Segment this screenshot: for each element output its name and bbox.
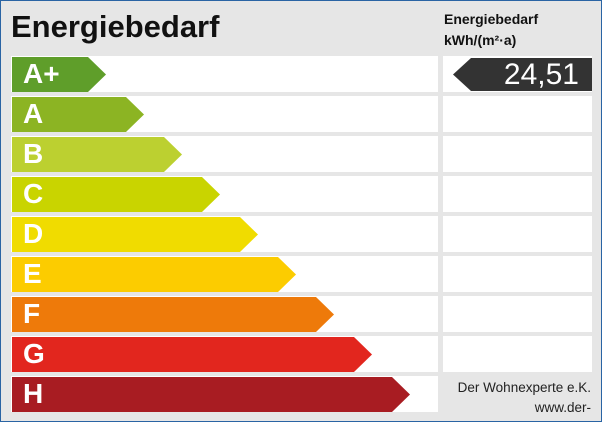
class-arrow: A bbox=[12, 97, 144, 132]
value-cell bbox=[443, 256, 592, 292]
class-label: D bbox=[23, 218, 44, 249]
website-link: www.der-wohnexperte.de bbox=[495, 400, 591, 421]
class-row: B bbox=[11, 136, 438, 172]
value-cell bbox=[443, 336, 592, 372]
class-label: C bbox=[23, 178, 44, 209]
class-row: G bbox=[11, 336, 438, 372]
footer: Der Wohnexperte e.K. www.der-wohnexperte… bbox=[439, 378, 591, 421]
class-row: E bbox=[11, 256, 438, 292]
class-row: C bbox=[11, 176, 438, 212]
column-header: Energiebedarf kWh/(m²·a) bbox=[444, 9, 538, 51]
page-title: Energiebedarf bbox=[11, 9, 220, 44]
value-cell bbox=[443, 96, 592, 132]
class-label: G bbox=[23, 338, 45, 369]
company-name: Der Wohnexperte e.K. bbox=[457, 380, 591, 395]
value-cell bbox=[443, 296, 592, 332]
class-label: F bbox=[23, 298, 41, 329]
class-arrow: B bbox=[12, 137, 182, 172]
column-header-unit: kWh/(m²·a) bbox=[444, 32, 517, 48]
value-text: 24,51 bbox=[503, 58, 579, 91]
class-arrow: F bbox=[12, 297, 334, 332]
class-label: A bbox=[23, 98, 44, 129]
class-row: A+ bbox=[11, 56, 438, 92]
class-label: H bbox=[23, 378, 44, 409]
class-arrow: H bbox=[12, 377, 410, 412]
class-label: A+ bbox=[23, 58, 60, 89]
class-row: A bbox=[11, 96, 438, 132]
class-label: B bbox=[23, 138, 44, 169]
class-row: D bbox=[11, 216, 438, 252]
class-arrow: G bbox=[12, 337, 372, 372]
class-label: E bbox=[23, 258, 42, 289]
value-cell bbox=[443, 176, 592, 212]
value-cell bbox=[443, 216, 592, 252]
class-arrow: C bbox=[12, 177, 220, 212]
value-pointer: 24,51 bbox=[453, 58, 592, 91]
class-row: H bbox=[11, 376, 438, 412]
column-header-title: Energiebedarf bbox=[444, 11, 539, 27]
class-arrow: E bbox=[12, 257, 296, 292]
class-row: F bbox=[11, 296, 438, 332]
class-arrow: D bbox=[12, 217, 258, 252]
value-cell bbox=[443, 136, 592, 172]
class-arrow: A+ bbox=[12, 57, 106, 92]
